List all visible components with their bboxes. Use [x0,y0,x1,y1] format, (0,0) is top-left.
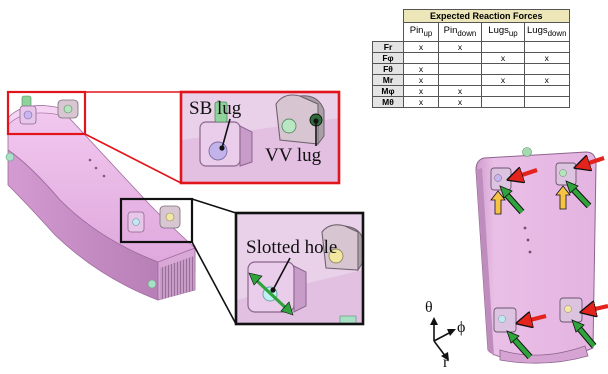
theta-axis-label: θ [425,299,433,316]
column-header-pin-up: Pinup [403,22,439,42]
row-label: Fθ [372,63,404,75]
upper-lugs-small [19,95,79,125]
table-cell [438,74,482,86]
zoom-box-black [234,211,365,326]
column-header-lugs-up: Lugsup [481,22,525,42]
lower-lugs-small [127,205,181,233]
table-cell [524,96,570,108]
row-label: Mθ [372,96,404,108]
table-cell [481,85,525,97]
reaction-forces-table: Expected Reaction Forces Pinup Pindown L… [372,9,570,108]
red-force-arrows [509,158,608,322]
row-label: Fφ [372,52,404,64]
column-header-lugs-down: Lugsdown [524,22,570,42]
table-cell: x [403,63,439,75]
table-cell [438,63,482,75]
table-cell [481,96,525,108]
zoom-panel-upper-lugs [181,92,339,183]
zoom-box-red [179,90,341,185]
r-axis-label: r [443,354,449,371]
coordinate-axes [430,317,456,361]
table-row: Fr x x [372,41,570,53]
lower-lug-highlight-box [119,197,194,244]
table-cell [438,52,482,64]
table-cell: x [403,96,439,108]
table-row: Mφ x x [372,85,570,97]
yellow-force-arrows [490,185,571,215]
table-cell: x [403,74,439,86]
table-cell: x [438,41,482,53]
table-cell [481,63,525,75]
green-force-arrows [499,180,597,360]
table-row: Fθ x [372,63,570,75]
table-cell: x [481,52,525,64]
table-cell: x [403,41,439,53]
row-label: Mφ [372,85,404,97]
table-cell: x [524,74,570,86]
table-cell [524,85,570,97]
table-cell [403,52,439,64]
sb-lug-label: SB lug [189,98,242,119]
table-cell: x [481,74,525,86]
table-row: Mr x x x [372,74,570,86]
table-cell: x [403,85,439,97]
row-label: Fr [372,41,404,53]
table-row: Fφ x x [372,52,570,64]
table-cell [524,63,570,75]
column-header-pin-down: Pindown [438,22,482,42]
zoom-panel-slotted-hole [236,213,364,325]
table-cell: x [524,52,570,64]
table-cell: x [438,96,482,108]
table-cell [524,41,570,53]
table-row: Mθ x x [372,96,570,108]
slotted-hole-label: Slotted hole [246,237,338,258]
table-title: Expected Reaction Forces [403,9,570,23]
upper-lug-highlight-box [6,90,87,136]
vv-lug-label: VV lug [265,145,322,166]
phi-axis-label: ϕ [457,319,466,336]
blanket-module-3d [5,95,196,301]
table-cell: x [438,85,482,97]
table-cell [481,41,525,53]
row-label: Mr [372,74,404,86]
